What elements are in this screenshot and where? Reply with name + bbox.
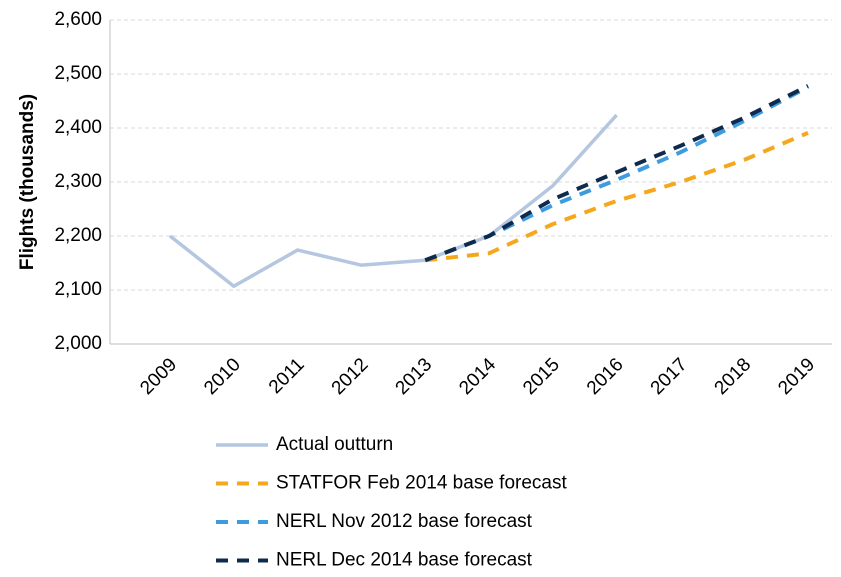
x-tick-label: 2011	[265, 354, 309, 398]
x-tick-label: 2016	[583, 354, 628, 399]
x-tick-label: 2019	[774, 354, 819, 399]
legend-label: STATFOR Feb 2014 base forecast	[276, 473, 567, 494]
y-tick-label: 2,600	[54, 9, 102, 30]
y-tick-label: 2,300	[54, 171, 102, 192]
x-tick-label: 2014	[455, 354, 500, 399]
series-line	[424, 84, 809, 263]
x-tick-label: 2013	[392, 354, 437, 399]
y-tick-label: 2,000	[54, 333, 102, 354]
x-tick-label: 2010	[200, 354, 245, 399]
x-tick-label: 2018	[711, 354, 756, 399]
legend-label: NERL Nov 2012 base forecast	[276, 511, 533, 532]
y-tick-label: 2,400	[54, 117, 102, 138]
y-tick-label: 2,100	[54, 279, 102, 300]
x-tick-label: 2015	[519, 354, 564, 399]
legend-label: Actual outturn	[276, 434, 393, 455]
series-line	[168, 113, 618, 288]
x-tick-label: 2009	[136, 354, 181, 399]
series-line	[424, 131, 809, 263]
x-tick-label: 2012	[328, 354, 373, 399]
y-tick-label: 2,200	[54, 225, 102, 246]
x-tick-label: 2017	[647, 354, 692, 399]
y-axis-title: Flights (thousands)	[17, 94, 38, 270]
y-tick-label: 2,500	[54, 63, 102, 84]
legend-label: NERL Dec 2014 base forecast	[276, 550, 533, 571]
